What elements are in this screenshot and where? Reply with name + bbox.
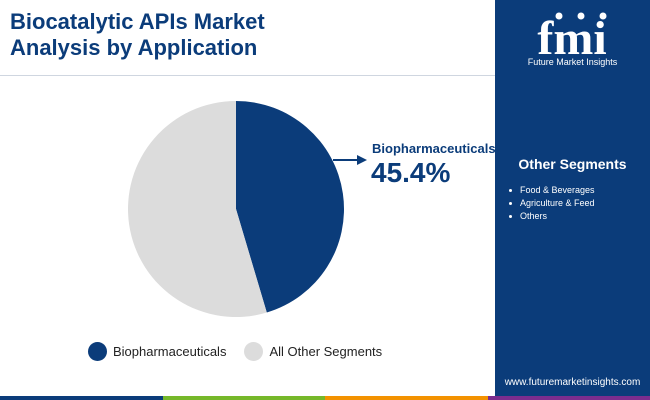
list-item: Food & Beverages (509, 184, 595, 197)
bottom-bar-segment (325, 396, 488, 400)
bottom-bar-segment (487, 396, 650, 400)
website-link[interactable]: www.futuremarketinsights.com (504, 377, 641, 388)
legend-item-biopharmaceuticals: Biopharmaceuticals (88, 342, 226, 361)
chart-legend: Biopharmaceuticals All Other Segments (88, 342, 400, 361)
other-segments-title: Other Segments (518, 156, 627, 172)
list-item: Others (509, 210, 595, 223)
bullet-icon (509, 202, 512, 205)
title-divider (0, 75, 495, 76)
pie-slice-biopharmaceuticals (236, 101, 345, 313)
bullet-icon (509, 189, 512, 192)
pie-chart (128, 101, 367, 317)
legend-swatch-biopharmaceuticals (88, 342, 107, 361)
legend-label-all-other-segments: All Other Segments (269, 344, 383, 359)
other-segments-list: Food & Beverages Agriculture & Feed Othe… (509, 184, 595, 223)
pie-slice-all-other-segments (128, 101, 267, 317)
bottom-bar-segment (162, 396, 325, 400)
fmi-logo: fmi (537, 12, 607, 65)
legend-swatch-all-other-segments (244, 342, 264, 361)
callout-value: 45.4% (371, 157, 451, 188)
logo-icon-dot (555, 12, 563, 20)
logo-tagline: Future Market Insights (527, 57, 618, 67)
callout-label: Biopharmaceuticals (372, 141, 496, 156)
bullet-icon (509, 215, 512, 218)
legend-label-biopharmaceuticals: Biopharmaceuticals (113, 344, 227, 359)
page-title: Biocatalytic APIs Market Analysis by App… (10, 9, 265, 60)
sidebar-panel: fmi Future Market Insights Other Segment… (495, 0, 650, 400)
logo-text: fmi (537, 12, 606, 65)
callout-arrow-head (357, 155, 367, 165)
legend-item-all-other-segments: All Other Segments (244, 342, 382, 361)
bottom-bar-segment (0, 396, 163, 400)
logo-icon-dot (577, 12, 585, 20)
list-item: Agriculture & Feed (509, 197, 595, 210)
bottom-color-bar (0, 396, 650, 400)
logo-icon-dot (599, 12, 607, 20)
